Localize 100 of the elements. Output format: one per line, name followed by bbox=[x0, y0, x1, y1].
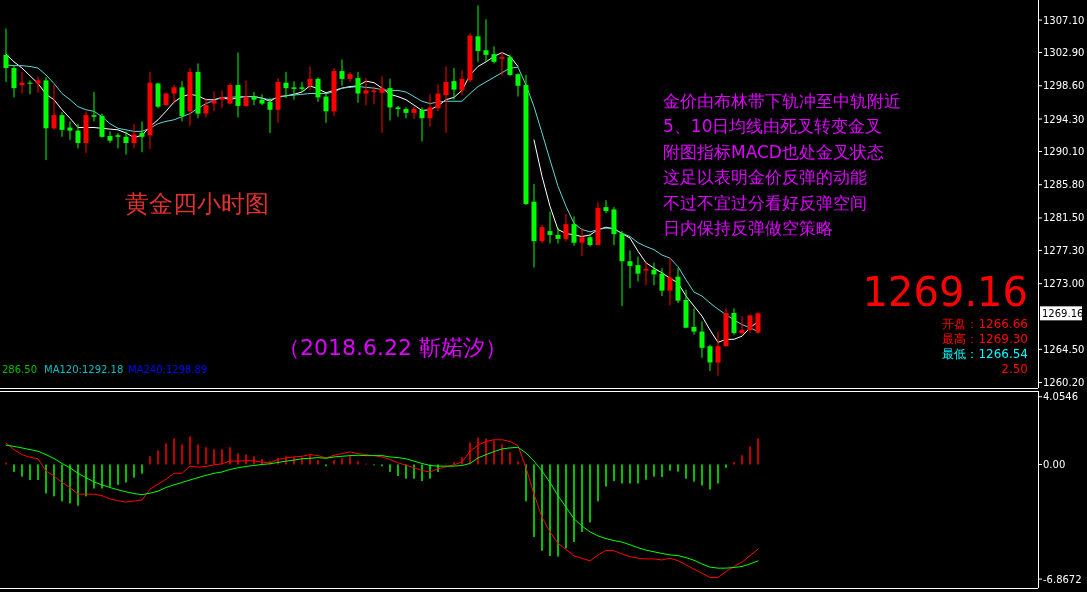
y-tick-label: 1290.10 bbox=[1043, 145, 1085, 157]
annotation: MA120:1292.18 bbox=[44, 364, 124, 375]
candlestick bbox=[387, 78, 393, 122]
annotation: 金价由布林带下轨冲至中轨附近 bbox=[663, 91, 901, 111]
candlestick bbox=[667, 256, 673, 306]
candlestick bbox=[267, 97, 273, 134]
candlestick bbox=[283, 71, 289, 99]
candlestick bbox=[243, 79, 249, 108]
text: 开盘：1266.66 bbox=[942, 317, 1028, 331]
candlestick bbox=[427, 93, 433, 128]
candlestick bbox=[51, 84, 57, 131]
candlestick bbox=[67, 120, 73, 141]
candlestick bbox=[395, 105, 401, 118]
candlestick bbox=[299, 81, 305, 93]
candlestick bbox=[403, 106, 409, 119]
candlestick bbox=[635, 256, 641, 282]
text: 1269.16 bbox=[862, 269, 1028, 315]
y-tick-label: 1294.30 bbox=[1043, 113, 1085, 125]
candlestick bbox=[739, 315, 745, 336]
y-tick-label: 1281.50 bbox=[1043, 212, 1085, 224]
candlestick bbox=[371, 86, 377, 105]
candlestick bbox=[483, 18, 489, 63]
annotation: MA240:1298.89 bbox=[128, 364, 208, 375]
candlestick bbox=[203, 97, 209, 118]
y-tick-label: 1273.00 bbox=[1043, 278, 1085, 290]
candlestick bbox=[315, 76, 321, 103]
candlestick bbox=[659, 267, 665, 297]
candlestick bbox=[555, 227, 561, 244]
candlestick bbox=[139, 120, 145, 153]
candlestick bbox=[131, 123, 137, 149]
y-tick-label: 1264.50 bbox=[1043, 343, 1085, 355]
annotation: 5、10日均线由死叉转变金叉 bbox=[663, 116, 883, 136]
y-tick-label: 0.00 bbox=[1043, 458, 1066, 470]
candlestick bbox=[307, 65, 313, 91]
candlestick bbox=[675, 267, 681, 304]
candlestick bbox=[355, 71, 361, 104]
text: 1269.16 bbox=[1042, 307, 1084, 319]
text: （2018.6.22 靳婼汐） bbox=[278, 335, 507, 360]
candlestick bbox=[515, 72, 521, 98]
candlestick bbox=[171, 84, 177, 105]
y-tick-label: 1302.90 bbox=[1043, 47, 1085, 59]
candlestick bbox=[643, 261, 649, 286]
candlestick bbox=[379, 76, 385, 134]
y-tick-label: 1298.60 bbox=[1043, 80, 1085, 92]
candlestick bbox=[235, 52, 241, 118]
candlestick bbox=[339, 59, 345, 87]
annotation: 286.50 bbox=[2, 364, 37, 375]
y-tick-label: 1285.80 bbox=[1043, 179, 1085, 191]
text: 2.50 bbox=[1001, 362, 1028, 376]
candlestick bbox=[507, 54, 513, 77]
text: 最高：1269.30 bbox=[942, 332, 1028, 346]
candlestick bbox=[603, 199, 609, 214]
y-tick-label: 1260.20 bbox=[1043, 377, 1085, 389]
candlestick bbox=[491, 45, 497, 64]
candlestick bbox=[731, 307, 737, 336]
y-tick-label: 4.0546 bbox=[1043, 391, 1078, 403]
text: 最低：1266.54 bbox=[942, 347, 1028, 361]
candlestick bbox=[755, 311, 761, 335]
candlestick bbox=[347, 71, 353, 83]
candlestick bbox=[707, 344, 713, 372]
candlestick bbox=[419, 106, 425, 142]
annotation: 不过不宜过分看好反弹空间 bbox=[663, 193, 867, 213]
candlestick bbox=[435, 83, 441, 112]
candlestick bbox=[539, 224, 545, 244]
candlestick bbox=[59, 111, 65, 138]
candlestick bbox=[571, 215, 577, 247]
candlestick bbox=[27, 79, 33, 95]
y-tick-label: 1307.10 bbox=[1043, 14, 1085, 26]
candlestick bbox=[363, 77, 369, 106]
candlestick bbox=[35, 76, 41, 94]
candlestick bbox=[451, 67, 457, 101]
candlestick bbox=[691, 307, 697, 336]
candlestick bbox=[115, 132, 121, 149]
candlestick bbox=[475, 4, 481, 63]
candlestick bbox=[411, 106, 417, 120]
candlestick bbox=[323, 92, 329, 124]
annotation: 附图指标MACD也处金叉状态 bbox=[663, 142, 884, 162]
candlestick bbox=[123, 130, 129, 156]
candlestick bbox=[699, 321, 705, 359]
candlestick bbox=[91, 91, 97, 122]
candlestick bbox=[211, 90, 217, 112]
candlestick bbox=[291, 80, 297, 101]
candlestick bbox=[443, 65, 449, 134]
candlestick bbox=[459, 69, 465, 96]
y-tick-label: -6.8672 bbox=[1043, 573, 1082, 585]
candlestick bbox=[251, 91, 257, 106]
candlestick bbox=[3, 28, 9, 83]
candlestick bbox=[259, 93, 265, 106]
candlestick bbox=[219, 89, 225, 109]
y-tick-label: 1277.30 bbox=[1043, 244, 1085, 256]
candlestick bbox=[499, 51, 505, 77]
candlestick bbox=[11, 64, 17, 98]
annotation: 这足以表明金价反弹的动能 bbox=[663, 167, 867, 187]
candlestick bbox=[107, 130, 113, 144]
text: 黄金四小时图 bbox=[125, 190, 269, 218]
candlestick bbox=[579, 227, 585, 257]
candlestick bbox=[715, 331, 721, 377]
candlestick bbox=[99, 113, 105, 139]
candlestick bbox=[547, 211, 553, 244]
candlestick bbox=[155, 82, 161, 109]
